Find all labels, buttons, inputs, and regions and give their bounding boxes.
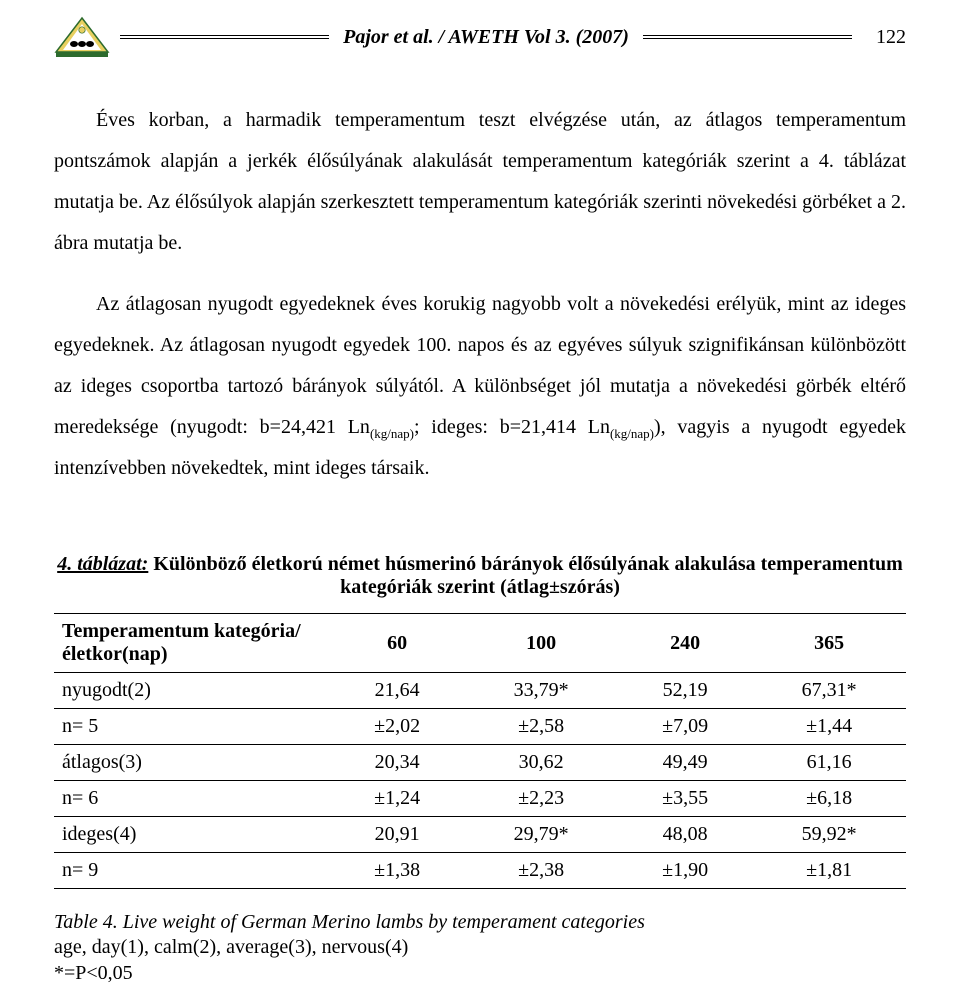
table-cell: 49,49 [618,745,752,781]
page-number: 122 [870,26,906,49]
table-row: ideges(4) 20,91 29,79* 48,08 59,92* [54,817,906,853]
table-cell: ±7,09 [618,709,752,745]
p2-sub-1: (kg/nap) [370,426,414,441]
table-cell-label: ideges(4) [54,817,330,853]
table-cell: ±2,23 [464,781,618,817]
table-cell: ±1,81 [752,853,906,889]
header-rule-left [120,35,329,39]
table-cell: 20,91 [330,817,464,853]
table-cell: 48,08 [618,817,752,853]
paragraph-1: Éves korban, a harmadik temperamentum te… [54,100,906,264]
table-cell: ±1,38 [330,853,464,889]
table-body: nyugodt(2) 21,64 33,79* 52,19 67,31* n= … [54,673,906,889]
table-cell-label: nyugodt(2) [54,673,330,709]
table-title-rest: Különböző életkorú német húsmerinó bárán… [148,553,902,598]
table-title: 4. táblázat: Különböző életkorú német hú… [54,553,906,599]
table-row: n= 5 ±2,02 ±2,58 ±7,09 ±1,44 [54,709,906,745]
p2-sub-2: (kg/nap) [610,426,654,441]
table-cell: ±1,90 [618,853,752,889]
p2-part-b: ; ideges: b=21,414 Ln [414,416,610,438]
table-cell-label: n= 6 [54,781,330,817]
page: Pajor et al. / AWETH Vol 3. (2007) 122 É… [0,0,960,1006]
table-cell: ±6,18 [752,781,906,817]
table-caption-line2: age, day(1), calm(2), average(3), nervou… [54,934,906,960]
table-cell: 20,34 [330,745,464,781]
table-cell: ±2,02 [330,709,464,745]
table-cell-label: átlagos(3) [54,745,330,781]
table-row: átlagos(3) 20,34 30,62 49,49 61,16 [54,745,906,781]
paragraph-2: Az átlagosan nyugodt egyedeknek éves kor… [54,284,906,489]
table-cell: 29,79* [464,817,618,853]
table-caption-line3: *=P<0,05 [54,960,906,986]
table-header-col: 240 [618,614,752,673]
table-row: n= 9 ±1,38 ±2,38 ±1,90 ±1,81 [54,853,906,889]
table-cell: 61,16 [752,745,906,781]
table-header-col: 60 [330,614,464,673]
table-row: nyugodt(2) 21,64 33,79* 52,19 67,31* [54,673,906,709]
table-header-col: 100 [464,614,618,673]
table-cell: 33,79* [464,673,618,709]
table-cell: ±2,38 [464,853,618,889]
table-cell: 52,19 [618,673,752,709]
page-header: Pajor et al. / AWETH Vol 3. (2007) 122 [54,16,906,58]
table-header-row: Temperamentum kategória/életkor(nap) 60 … [54,614,906,673]
table-header-first: Temperamentum kategória/életkor(nap) [54,614,330,673]
table-header-col: 365 [752,614,906,673]
table-cell: 59,92* [752,817,906,853]
table-cell: ±2,58 [464,709,618,745]
table-cell-label: n= 9 [54,853,330,889]
table-cell: 67,31* [752,673,906,709]
journal-logo [54,16,110,58]
table-caption: Table 4. Live weight of German Merino la… [54,911,906,934]
table-cell: 30,62 [464,745,618,781]
table-row: n= 6 ±1,24 ±2,23 ±3,55 ±6,18 [54,781,906,817]
table-cell: 21,64 [330,673,464,709]
body-text: Éves korban, a harmadik temperamentum te… [54,100,906,489]
table-title-lead: 4. táblázat: [57,553,148,575]
table-cell: ±3,55 [618,781,752,817]
running-head: Pajor et al. / AWETH Vol 3. (2007) [329,26,643,49]
table-cell: ±1,24 [330,781,464,817]
table-cell-label: n= 5 [54,709,330,745]
table-cell: ±1,44 [752,709,906,745]
header-rule-right [643,35,852,39]
data-table: Temperamentum kategória/életkor(nap) 60 … [54,613,906,889]
